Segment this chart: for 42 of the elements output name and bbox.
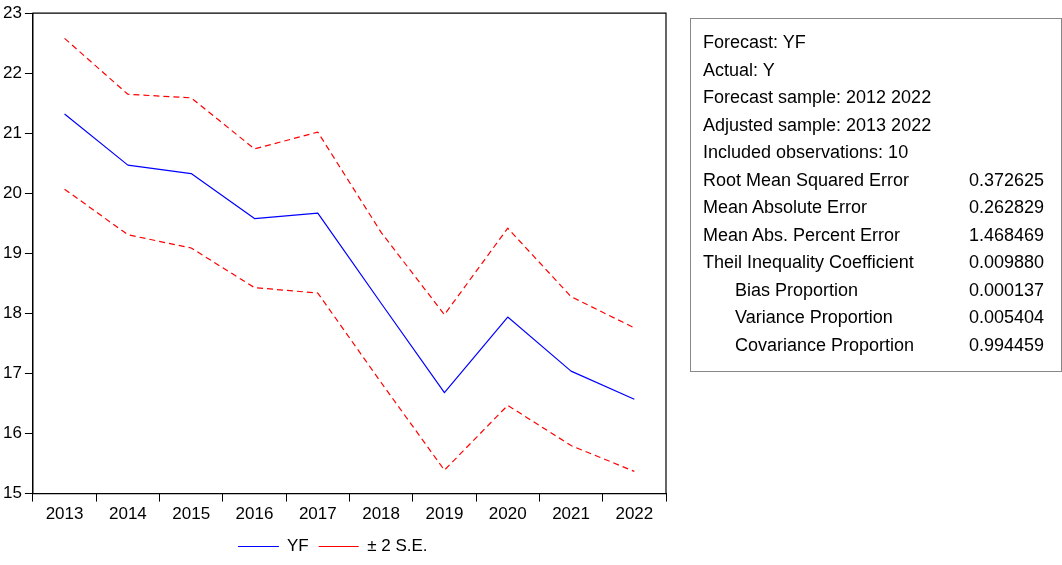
x-tick-label: 2021 [552, 504, 590, 524]
text: Forecast: YF [703, 31, 807, 54]
x-tick-label: 2017 [298, 504, 337, 524]
legend-label: YF [286, 536, 309, 556]
text: 0.994459 [969, 334, 1045, 355]
x-tick-label: 2019 [425, 504, 464, 524]
y-tick-label: 22 [2, 62, 22, 82]
category-label: Mean Abs. Percent Error [703, 223, 902, 247]
y-tick-label: 20 [2, 183, 22, 203]
x-tick-label: 2014 [108, 504, 147, 524]
x-tick-label: 2022 [615, 504, 654, 524]
category-label: Root Mean Squared Error [703, 168, 911, 192]
x-tick-label: 2013 [45, 504, 84, 524]
text: Adjusted sample: 2013 2022 [703, 113, 933, 137]
text: 0.009880 [969, 252, 1045, 272]
text: 0.005404 [969, 307, 1045, 327]
text: 0.000137 [969, 279, 1045, 300]
line-series [63, 188, 635, 472]
y-tick-label: 15 [2, 483, 22, 503]
text: Forecast sample: 2012 2022 [703, 86, 933, 109]
x-tick-label: 2015 [172, 504, 211, 524]
category-label: Variance Proportion [734, 306, 894, 329]
text: Actual: Y [703, 58, 776, 82]
text: 0.372625 [969, 169, 1045, 190]
line-series [63, 37, 635, 329]
category-label: Theil Inequality Coefficient [703, 251, 915, 274]
y-tick-label: 16 [2, 423, 22, 443]
category-label: Bias Proportion [734, 278, 860, 302]
legend-label: ± 2 S.E. [367, 536, 428, 556]
category-label: Mean Absolute Error [703, 196, 869, 219]
y-tick-label: 23 [2, 2, 22, 22]
x-tick-label: 2018 [362, 504, 401, 524]
y-tick-label: 17 [2, 363, 22, 383]
y-tick-label: 18 [2, 303, 22, 323]
y-tick-label: 21 [2, 122, 22, 142]
y-tick-label: 19 [2, 243, 22, 263]
category-label: Covariance Proportion [734, 333, 916, 357]
x-tick-label: 2016 [235, 504, 274, 524]
text: 1.468469 [969, 224, 1045, 245]
x-tick-label: 2020 [488, 504, 527, 524]
text: Included observations: 10 [703, 141, 910, 164]
text: 0.262829 [969, 197, 1045, 217]
